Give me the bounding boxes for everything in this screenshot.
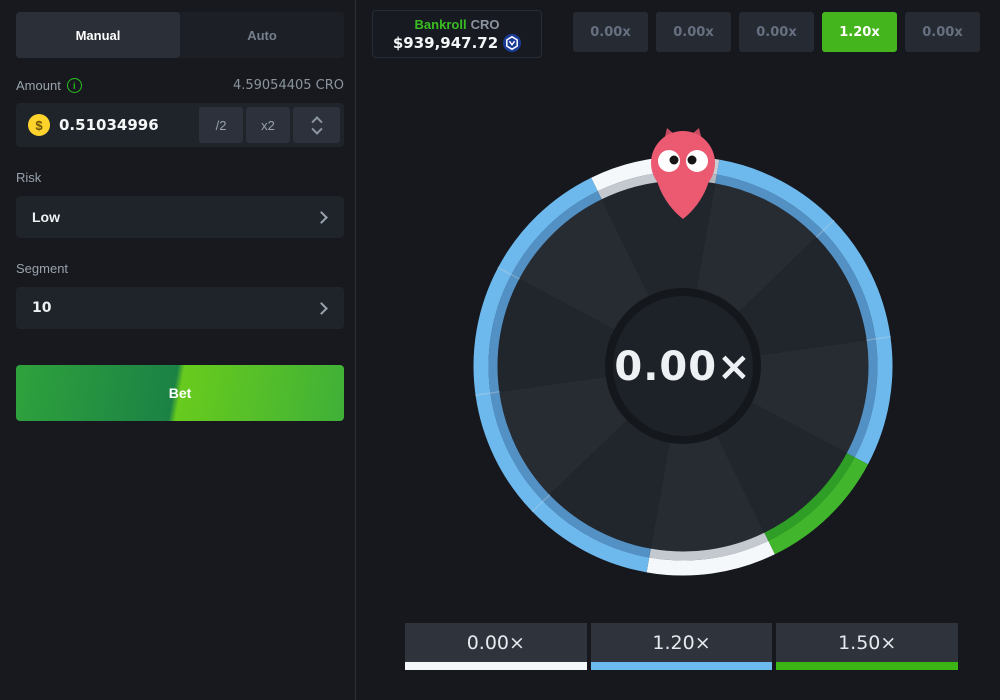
amount-label: Amount — [16, 78, 61, 93]
bet-button[interactable]: Bet — [16, 365, 344, 421]
amount-value[interactable]: 0.51034996 — [59, 116, 159, 134]
payout-legend-item: 1.20× — [590, 623, 773, 670]
risk-label: Risk — [16, 170, 42, 185]
bankroll-display[interactable]: Bankroll CRO $939,947.72 — [372, 10, 542, 58]
amount-stepper[interactable] — [293, 107, 340, 143]
wheel-segment-inner — [764, 453, 855, 541]
wheel-segment — [498, 177, 598, 275]
info-icon[interactable]: i — [66, 78, 82, 93]
history-multiplier[interactable]: 1.20x — [822, 12, 897, 52]
segment-value: 10 — [32, 300, 52, 316]
tab-auto[interactable]: Auto — [247, 27, 277, 43]
mode-tabs: Manual Auto — [16, 12, 344, 58]
cronos-coin-icon — [503, 33, 522, 52]
bankroll-value: $939,947.72 — [392, 33, 499, 52]
payout-legend-item: 1.50× — [776, 623, 959, 670]
wheel-segment-inner — [511, 191, 602, 279]
payout-legend-label: 0.00× — [405, 623, 587, 662]
chevron-down-icon[interactable] — [310, 123, 323, 135]
wheel-segment — [473, 267, 512, 396]
segment-tick — [497, 266, 520, 280]
wheel-segment-inner — [490, 391, 550, 502]
segment-tick — [531, 494, 551, 513]
tab-manual[interactable]: Manual — [16, 12, 180, 58]
wheel-hub — [605, 288, 761, 444]
wheel-segment-inner — [846, 338, 878, 458]
owl-pointer-icon — [651, 128, 715, 219]
result-multiplier: 0.00× — [614, 344, 751, 390]
payout-legend-label: 1.50× — [776, 623, 959, 662]
wheel-segment-inner — [715, 174, 823, 238]
payout-legend: 0.00× 1.20× 1.50× — [405, 623, 959, 670]
segment-tick — [815, 219, 835, 238]
panel-divider — [355, 0, 356, 700]
wheel-segment — [768, 457, 868, 555]
risk-select[interactable]: Low — [16, 196, 344, 238]
wheel-segment — [532, 501, 650, 573]
wheel-segment — [854, 336, 893, 465]
segment-select[interactable]: 10 — [16, 287, 344, 329]
wheel-segment — [475, 392, 544, 512]
payout-legend-label: 1.20× — [590, 623, 773, 662]
wheel-segment — [822, 220, 891, 340]
wallet-balance: 4.59054405 CRO — [232, 78, 344, 93]
wheel-segment-inner — [543, 494, 651, 558]
chevron-right-icon — [315, 301, 328, 315]
history-multiplier[interactable]: 0.00x — [573, 12, 648, 52]
chevron-right-icon — [315, 210, 328, 224]
segment-tick — [866, 336, 892, 341]
segment-label: Segment — [16, 261, 69, 276]
result-history: 0.00x 0.00x 0.00x 1.20x 0.00x — [573, 12, 980, 52]
payout-legend-color — [590, 662, 773, 670]
payout-legend-item: 0.00× — [405, 623, 587, 670]
bankroll-currency: CRO — [470, 16, 500, 32]
bankroll-label: Bankroll — [414, 16, 467, 32]
bet-panel: Manual Auto Amount i 4.59054405 CRO $ 0.… — [0, 0, 355, 700]
history-multiplier[interactable]: 0.00x — [905, 12, 980, 52]
double-bet-button[interactable]: x2 — [246, 107, 290, 143]
history-multiplier[interactable]: 0.00x — [739, 12, 814, 52]
payout-legend-color — [405, 662, 587, 670]
wheel-segment-inner — [816, 230, 876, 341]
half-bet-button[interactable]: /2 — [199, 107, 243, 143]
risk-value: Low — [32, 209, 60, 225]
wheel-segment — [716, 159, 834, 231]
wheel: 0.00× — [458, 121, 908, 591]
wheel-segment-inner — [488, 274, 520, 394]
wheel-segment — [646, 540, 775, 576]
wheel-segment-inner — [649, 532, 769, 561]
segment-tick — [474, 391, 500, 396]
payout-legend-color — [776, 662, 959, 670]
history-multiplier[interactable]: 0.00x — [656, 12, 731, 52]
coin-icon: $ — [28, 114, 50, 136]
amount-header: Amount i 4.59054405 CRO — [16, 78, 344, 93]
amount-input[interactable]: $ 0.51034996 /2 x2 — [16, 103, 344, 147]
wheel-svg: 0.00× — [473, 128, 893, 576]
